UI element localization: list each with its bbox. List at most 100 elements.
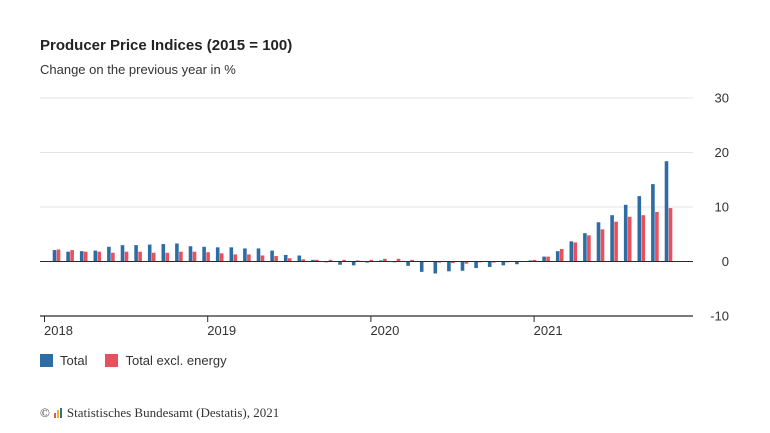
bar-chart: 30 20 10 0 -10 2018 2019 2020 2021 bbox=[40, 91, 729, 338]
x-tick-label: 2021 bbox=[534, 323, 563, 338]
bar-total bbox=[256, 248, 261, 262]
legend: Total Total excl. energy bbox=[40, 353, 227, 368]
bar-excl-energy bbox=[274, 256, 278, 262]
bar-excl-energy bbox=[355, 260, 360, 262]
bar-excl-energy bbox=[328, 259, 333, 262]
bar-excl-energy bbox=[546, 256, 550, 262]
y-tick-label: -10 bbox=[710, 309, 729, 324]
bar-excl-energy bbox=[70, 250, 74, 262]
bar-excl-energy bbox=[83, 251, 88, 262]
bar-excl-energy bbox=[151, 252, 156, 262]
bar-excl-energy bbox=[247, 254, 251, 262]
bar-excl-energy bbox=[614, 221, 618, 262]
bar-total bbox=[93, 250, 98, 262]
bar-excl-energy bbox=[315, 259, 319, 262]
bar-excl-energy bbox=[369, 259, 374, 262]
source-text: Statistisches Bundesamt (Destatis), 2021 bbox=[66, 405, 280, 420]
bar-total bbox=[243, 248, 247, 262]
bar-total bbox=[161, 244, 166, 262]
bar-excl-energy bbox=[56, 249, 61, 262]
bar-total bbox=[311, 259, 315, 262]
bar-excl-energy bbox=[301, 259, 306, 262]
bar-total bbox=[202, 246, 206, 262]
bar-total bbox=[419, 261, 424, 272]
bar-excl-energy bbox=[179, 251, 183, 262]
bar-excl-energy bbox=[668, 208, 673, 262]
legend-item-excl-energy[interactable]: Total excl. energy bbox=[105, 353, 227, 368]
bar-total bbox=[120, 245, 125, 262]
bar-total bbox=[528, 260, 533, 262]
bar-total bbox=[229, 247, 234, 262]
bar-excl-energy bbox=[124, 251, 129, 262]
chart-title: Producer Price Indices (2015 = 100) bbox=[40, 37, 293, 54]
bar-excl-energy bbox=[165, 252, 170, 262]
bar-total bbox=[474, 261, 478, 269]
bar-excl-energy bbox=[287, 258, 292, 262]
bar-excl-energy bbox=[641, 215, 646, 262]
bar-excl-energy bbox=[559, 248, 564, 262]
bar-total bbox=[460, 261, 465, 271]
bar-excl-energy bbox=[342, 259, 346, 262]
bar-total bbox=[596, 222, 601, 262]
bar-excl-energy bbox=[97, 251, 102, 262]
y-tick-label: 10 bbox=[715, 200, 729, 215]
chart-subtitle: Change on the previous year in % bbox=[40, 62, 236, 77]
bar-excl-energy bbox=[532, 259, 537, 262]
bar-excl-energy bbox=[573, 242, 578, 262]
bar-total bbox=[215, 247, 220, 262]
bar-total bbox=[406, 261, 410, 266]
bar-excl-energy bbox=[219, 253, 224, 262]
bar-total bbox=[147, 244, 152, 262]
bar-excl-energy bbox=[192, 251, 197, 262]
bar-excl-energy bbox=[437, 261, 442, 263]
bar-total bbox=[487, 261, 492, 267]
bar-excl-energy bbox=[600, 229, 605, 262]
bar-total bbox=[351, 261, 356, 266]
x-tick-label: 2018 bbox=[44, 323, 73, 338]
bar-excl-energy bbox=[451, 261, 455, 264]
bar-total bbox=[447, 261, 451, 272]
bar-total bbox=[175, 243, 179, 262]
bar-excl-energy bbox=[260, 255, 265, 262]
bar-total bbox=[623, 204, 628, 262]
copyright-symbol: © bbox=[40, 405, 50, 420]
bar-total bbox=[637, 196, 642, 262]
bar-excl-energy bbox=[111, 252, 115, 262]
bar-total bbox=[569, 241, 574, 262]
bar-excl-energy bbox=[627, 216, 632, 262]
source-note: © Statistisches Bundesamt (Destatis), 20… bbox=[40, 405, 279, 421]
bar-total bbox=[270, 250, 274, 262]
bar-excl-energy bbox=[410, 259, 414, 262]
bar-total bbox=[433, 261, 438, 274]
bar-total bbox=[107, 246, 111, 262]
bar-total bbox=[651, 184, 655, 262]
bar-excl-energy bbox=[233, 254, 238, 262]
bar-excl-energy bbox=[383, 258, 387, 262]
bar-excl-energy bbox=[206, 252, 210, 262]
legend-item-total[interactable]: Total bbox=[40, 353, 87, 368]
bar-total bbox=[338, 261, 342, 265]
bar-total bbox=[379, 260, 383, 262]
y-tick-label: 20 bbox=[715, 145, 729, 160]
destatis-logo-icon bbox=[53, 408, 62, 418]
bar-excl-energy bbox=[655, 211, 659, 262]
bar-excl-energy bbox=[587, 235, 591, 262]
legend-swatch-total bbox=[40, 354, 53, 367]
bar-total bbox=[283, 254, 288, 262]
bar-excl-energy bbox=[464, 261, 469, 264]
bar-total bbox=[297, 255, 302, 262]
legend-label-total: Total bbox=[60, 353, 88, 368]
bar-total bbox=[188, 246, 193, 262]
bar-total bbox=[555, 251, 560, 262]
legend-label-excl-energy: Total excl. energy bbox=[125, 353, 227, 368]
bar-total bbox=[66, 251, 70, 262]
bar-total bbox=[515, 261, 519, 265]
bar-total bbox=[542, 256, 546, 262]
y-tick-label: 30 bbox=[715, 91, 729, 106]
bar-total bbox=[501, 261, 506, 266]
bar-total bbox=[79, 251, 84, 262]
x-tick-label: 2019 bbox=[207, 323, 236, 338]
bar-excl-energy bbox=[491, 261, 496, 263]
bar-total bbox=[365, 261, 370, 263]
bar-total bbox=[52, 250, 57, 262]
